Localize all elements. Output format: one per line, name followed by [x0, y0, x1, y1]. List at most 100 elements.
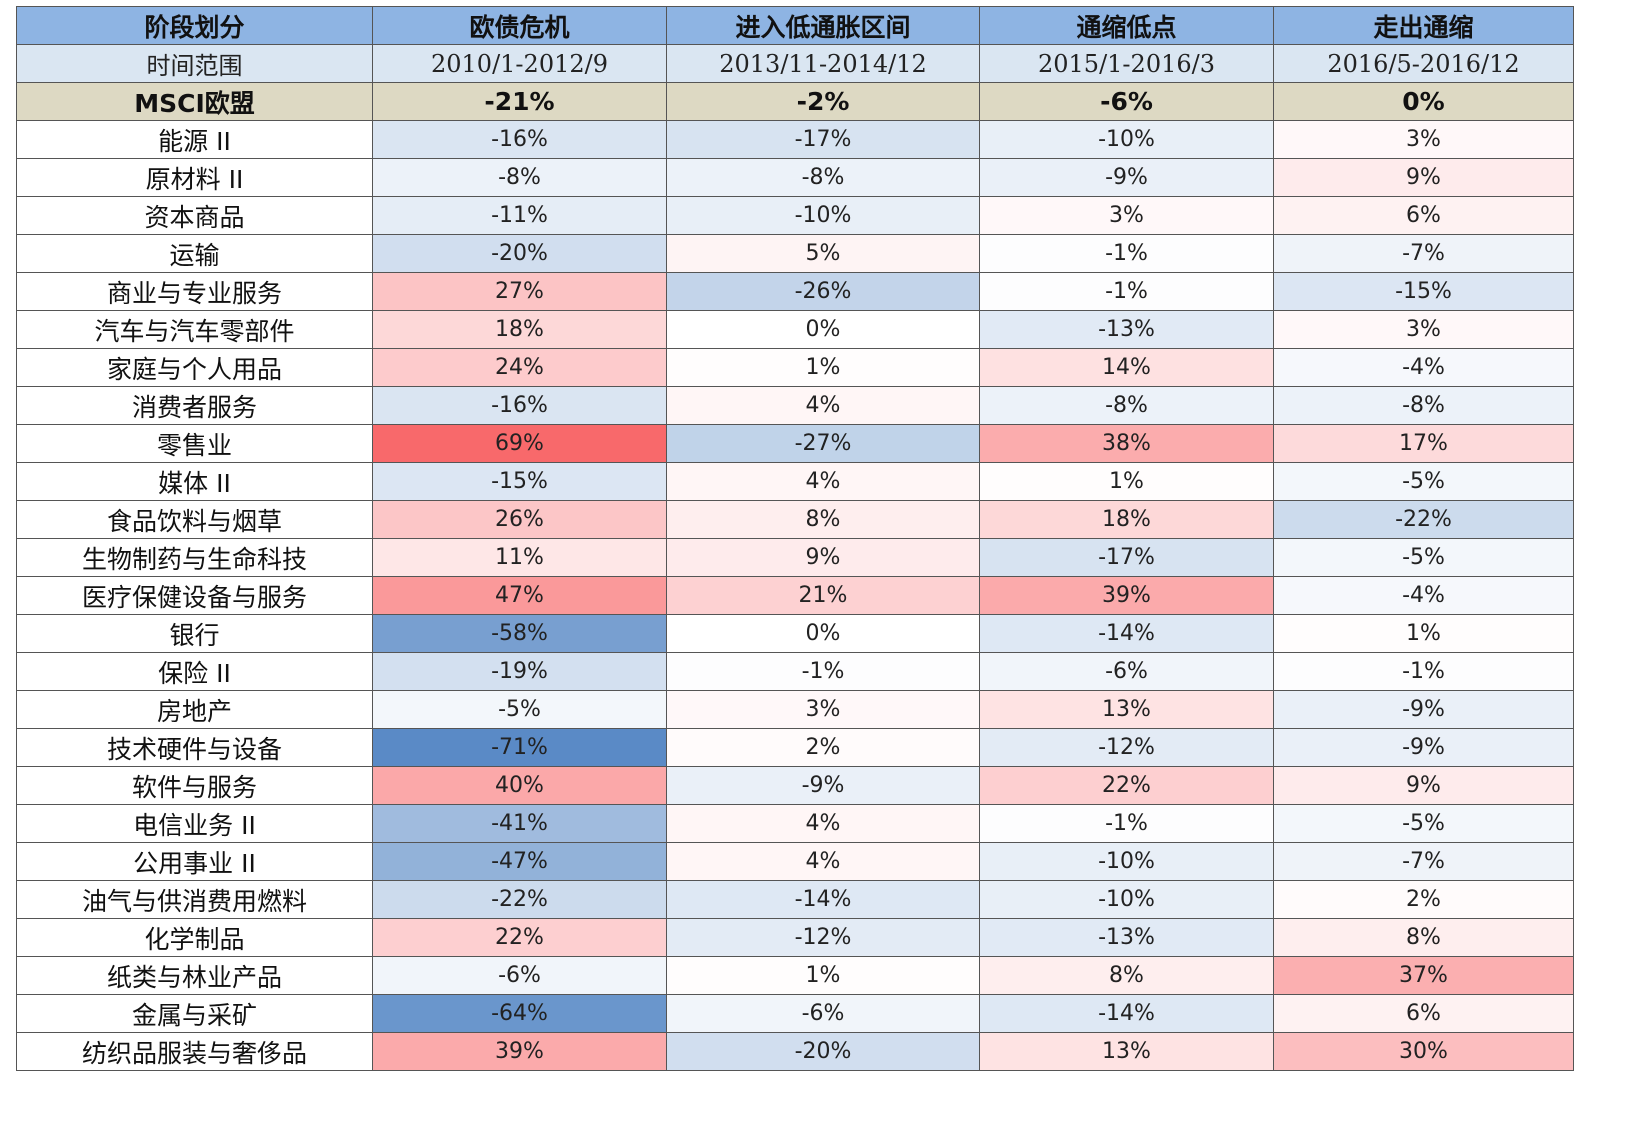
- row-label: 食品饮料与烟草: [16, 500, 373, 539]
- heatmap-cell: 40%: [372, 766, 667, 805]
- heatmap-cell: 6%: [1273, 994, 1574, 1033]
- row-label: 生物制药与生命科技: [16, 538, 373, 577]
- heatmap-cell: 13%: [979, 690, 1274, 729]
- row-label: 资本商品: [16, 196, 373, 235]
- row-label: 金属与采矿: [16, 994, 373, 1033]
- heatmap-cell: -8%: [1273, 386, 1574, 425]
- data-row: 原材料 II -8% -8% -9% 9%: [16, 158, 1574, 197]
- row-label: 软件与服务: [16, 766, 373, 805]
- heatmap-cell: -4%: [1273, 348, 1574, 387]
- heatmap-cell: 14%: [979, 348, 1274, 387]
- data-row: 银行 -58% 0% -14% 1%: [16, 614, 1574, 653]
- heatmap-cell: 1%: [666, 956, 980, 995]
- row-label: 家庭与个人用品: [16, 348, 373, 387]
- column-header-low-inflation: 进入低通胀区间: [666, 6, 980, 45]
- heatmap-cell: -10%: [979, 842, 1274, 881]
- heatmap-cell: -15%: [372, 462, 667, 501]
- row-label: 商业与专业服务: [16, 272, 373, 311]
- column-header-deflation-low: 通缩低点: [979, 6, 1274, 45]
- heatmap-cell: 22%: [979, 766, 1274, 805]
- data-row: 房地产 -5% 3% 13% -9%: [16, 690, 1574, 729]
- heatmap-cell: 18%: [979, 500, 1274, 539]
- data-row: 资本商品 -11% -10% 3% 6%: [16, 196, 1574, 235]
- heatmap-cell: -6%: [666, 994, 980, 1033]
- heatmap-cell: -16%: [372, 386, 667, 425]
- header-row: 阶段划分 欧债危机 进入低通胀区间 通缩低点 走出通缩: [16, 6, 1574, 45]
- heatmap-cell: -17%: [979, 538, 1274, 577]
- heatmap-cell: 39%: [372, 1032, 667, 1071]
- heatmap-cell: -6%: [372, 956, 667, 995]
- heatmap-cell: -22%: [1273, 500, 1574, 539]
- heatmap-cell: 9%: [1273, 766, 1574, 805]
- heatmap-cell: 69%: [372, 424, 667, 463]
- column-header-stage: 阶段划分: [16, 6, 373, 45]
- heatmap-cell: 0%: [666, 614, 980, 653]
- heatmap-cell: -9%: [1273, 728, 1574, 767]
- data-row: 家庭与个人用品 24% 1% 14% -4%: [16, 348, 1574, 387]
- row-label: 银行: [16, 614, 373, 653]
- column-header-exit-deflation: 走出通缩: [1273, 6, 1574, 45]
- row-label: 技术硬件与设备: [16, 728, 373, 767]
- row-label: 零售业: [16, 424, 373, 463]
- heatmap-cell: -10%: [979, 120, 1274, 159]
- heatmap-cell: -5%: [372, 690, 667, 729]
- heatmap-cell: -6%: [979, 652, 1274, 691]
- row-label: 保险 II: [16, 652, 373, 691]
- heatmap-cell: -12%: [979, 728, 1274, 767]
- heatmap-cell: -17%: [666, 120, 980, 159]
- heatmap-cell: -7%: [1273, 842, 1574, 881]
- data-row: 电信业务 II -41% 4% -1% -5%: [16, 804, 1574, 843]
- row-label: 电信业务 II: [16, 804, 373, 843]
- heatmap-cell: 13%: [979, 1032, 1274, 1071]
- data-row: 油气与供消费用燃料 -22% -14% -10% 2%: [16, 880, 1574, 919]
- row-label: 油气与供消费用燃料: [16, 880, 373, 919]
- heatmap-cell: -20%: [666, 1032, 980, 1071]
- data-row: 技术硬件与设备 -71% 2% -12% -9%: [16, 728, 1574, 767]
- heatmap-cell: -1%: [979, 272, 1274, 311]
- data-row: 纸类与林业产品 -6% 1% 8% 37%: [16, 956, 1574, 995]
- heatmap-cell: 3%: [979, 196, 1274, 235]
- index-label: MSCI欧盟: [16, 82, 373, 121]
- data-row: 保险 II -19% -1% -6% -1%: [16, 652, 1574, 691]
- heatmap-cell: -9%: [979, 158, 1274, 197]
- index-value: 0%: [1273, 82, 1574, 121]
- heatmap-cell: -5%: [1273, 462, 1574, 501]
- heatmap-cell: -5%: [1273, 804, 1574, 843]
- time-range-value: 2010/1-2012/9: [372, 44, 667, 83]
- heatmap-table: 阶段划分 欧债危机 进入低通胀区间 通缩低点 走出通缩 时间范围 2010/1-…: [16, 6, 1574, 1071]
- heatmap-cell: -5%: [1273, 538, 1574, 577]
- heatmap-cell: 3%: [1273, 310, 1574, 349]
- heatmap-cell: 8%: [979, 956, 1274, 995]
- heatmap-cell: 37%: [1273, 956, 1574, 995]
- data-row: 公用事业 II -47% 4% -10% -7%: [16, 842, 1574, 881]
- heatmap-cell: 18%: [372, 310, 667, 349]
- index-value: -2%: [666, 82, 980, 121]
- heatmap-cell: -8%: [666, 158, 980, 197]
- heatmap-cell: -71%: [372, 728, 667, 767]
- heatmap-cell: -12%: [666, 918, 980, 957]
- heatmap-cell: 24%: [372, 348, 667, 387]
- heatmap-cell: 26%: [372, 500, 667, 539]
- heatmap-cell: -27%: [666, 424, 980, 463]
- heatmap-cell: 9%: [1273, 158, 1574, 197]
- row-label: 公用事业 II: [16, 842, 373, 881]
- heatmap-cell: 4%: [666, 462, 980, 501]
- heatmap-cell: -47%: [372, 842, 667, 881]
- heatmap-cell: -9%: [1273, 690, 1574, 729]
- time-range-value: 2013/11-2014/12: [666, 44, 980, 83]
- heatmap-cell: -4%: [1273, 576, 1574, 615]
- row-label: 汽车与汽车零部件: [16, 310, 373, 349]
- data-row: 纺织品服装与奢侈品 39% -20% 13% 30%: [16, 1032, 1574, 1071]
- data-row: 汽车与汽车零部件 18% 0% -13% 3%: [16, 310, 1574, 349]
- heatmap-cell: -1%: [1273, 652, 1574, 691]
- row-label: 运输: [16, 234, 373, 273]
- index-value: -21%: [372, 82, 667, 121]
- heatmap-cell: 8%: [1273, 918, 1574, 957]
- heatmap-cell: 21%: [666, 576, 980, 615]
- heatmap-cell: 1%: [666, 348, 980, 387]
- heatmap-cell: -20%: [372, 234, 667, 273]
- row-label: 消费者服务: [16, 386, 373, 425]
- data-row: 医疗保健设备与服务 47% 21% 39% -4%: [16, 576, 1574, 615]
- heatmap-cell: -16%: [372, 120, 667, 159]
- heatmap-cell: -1%: [979, 234, 1274, 273]
